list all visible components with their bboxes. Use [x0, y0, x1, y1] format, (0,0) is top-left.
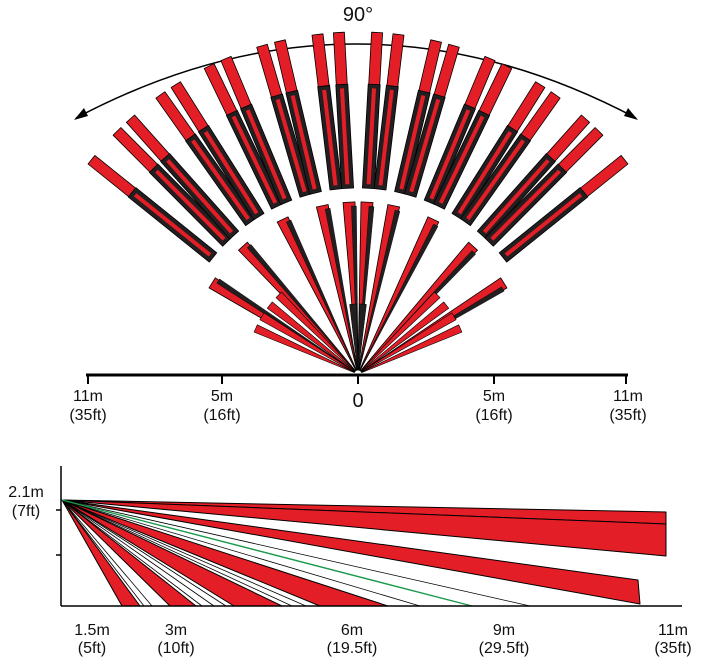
outer-beam-5b — [311, 33, 331, 92]
mid-dark-inlay-3a — [203, 130, 259, 215]
side-thin-ray-7 — [61, 499, 307, 607]
side-thin-ray-9 — [61, 499, 531, 607]
mid-dark-inlay-5b — [322, 89, 338, 186]
mid-dark-inlay-2a — [166, 159, 234, 234]
mid-dark-inlay-4b — [275, 98, 307, 193]
mid-dark-inlay-8a — [409, 98, 441, 193]
side-thin-ray-8 — [61, 499, 421, 607]
mid-dark-inlay-7b — [399, 95, 426, 190]
distance-label-3-ft: (19.5ft) — [327, 640, 378, 657]
mid-dark-inlay-10a — [466, 139, 525, 221]
mid-dark-inlay-11b — [504, 193, 583, 257]
angle-label: 90° — [343, 4, 373, 26]
mid-dark-inlay-1b — [155, 169, 226, 241]
distance-label-2-ft: (10ft) — [157, 640, 194, 657]
arc-arrow-right — [624, 108, 638, 120]
mid-beam-zone — [208, 201, 508, 373]
height-label-ft: (7ft) — [12, 503, 40, 520]
arc-arrow-left — [74, 108, 88, 120]
mid-dark-inlay-11a — [490, 169, 561, 241]
inner-wedge-2 — [259, 312, 356, 373]
side-thin-ray-3 — [61, 499, 203, 607]
inner-wedge-5 — [360, 291, 441, 372]
mid-wedge-core-8 — [359, 223, 439, 371]
distance-label-4-ft: (29.5ft) — [479, 640, 530, 657]
side-green-ray — [61, 499, 473, 607]
top-scale-label-2-ft: (16ft) — [203, 407, 240, 424]
mid-dark-inlay-9a — [438, 115, 485, 204]
top-scale-label-origin: 0 — [352, 390, 363, 412]
mid-dark-inlay-6a — [340, 88, 350, 185]
mid-dark-inlay-8b — [429, 109, 471, 200]
side-thin-ray-5 — [61, 499, 227, 607]
inner-wedge-7 — [360, 312, 457, 373]
side-thin-ray-1 — [61, 499, 145, 607]
outer-beam-6b — [368, 31, 384, 90]
side-thin-ray-6 — [61, 499, 293, 607]
mid-dark-inlay-2b — [191, 139, 250, 221]
top-scale-label-1: 11m — [73, 388, 103, 405]
side-thin-ray-2 — [61, 499, 153, 607]
mid-dark-inlay-3b — [231, 115, 278, 204]
mid-dark-inlay-6b — [366, 88, 376, 185]
inner-wedge-6 — [360, 301, 450, 373]
angle-label-bg — [336, 4, 380, 24]
top-scale-label-2: 5m — [211, 388, 233, 405]
distance-label-5: 11m — [658, 622, 688, 639]
mid-dark-inlay-4a — [245, 109, 287, 200]
distance-label-3: 6m — [341, 622, 363, 639]
distance-label-5-ft: (35ft) — [654, 640, 691, 657]
outer-beam-1a — [87, 154, 140, 200]
top-scale-label-1-ft: (35ft) — [69, 407, 106, 424]
top-scale-label-5: 11m — [613, 388, 643, 405]
distance-label-2: 3m — [165, 622, 187, 639]
mid-dark-inlay-1a — [133, 193, 212, 257]
top-scale-label-4-ft: (16ft) — [475, 407, 512, 424]
outer-beam-6a — [332, 31, 348, 90]
mid-dark-inlay-5a — [290, 95, 317, 190]
mid-dark-inlay-7a — [378, 89, 394, 186]
inner-core-right — [357, 303, 367, 371]
top-view: 90° 11m (35ft) 5m (16ft) 0 5m (16ft) 11m… — [69, 4, 647, 424]
inner-beam-zone — [253, 291, 463, 373]
distance-label-1-ft: (5ft) — [78, 640, 106, 657]
mid-dark-inlay-10b — [482, 159, 550, 234]
top-scale-label-5-ft: (35ft) — [609, 407, 646, 424]
inner-wedge-8 — [361, 324, 463, 373]
outer-beam-7a — [385, 33, 405, 92]
outer-beam-11b — [577, 154, 629, 200]
side-view: 2.1m (7ft) 1.5m (5ft) 3m (10ft) 6m (19.5… — [8, 466, 692, 657]
outer-beam-zone — [87, 31, 629, 263]
angle-arc — [75, 43, 637, 119]
mid-dark-inlay-9b — [457, 130, 513, 215]
side-beam-zone — [61, 499, 667, 607]
inner-wedge-4 — [275, 291, 356, 372]
side-beam-top-2 — [61, 499, 667, 557]
top-scale-label-4: 5m — [483, 388, 505, 405]
inner-core-left — [349, 303, 359, 371]
mid-wedge-core-7 — [358, 209, 401, 371]
distance-label-4: 9m — [493, 622, 515, 639]
inner-wedge-3 — [266, 301, 356, 373]
inner-wedge-1 — [253, 324, 355, 373]
side-beam-mid-1 — [61, 499, 641, 605]
distance-label-1: 1.5m — [74, 622, 110, 639]
height-label: 2.1m — [8, 484, 44, 501]
mid-wedge-core-3 — [286, 219, 357, 371]
side-thin-ray-4 — [61, 499, 215, 607]
